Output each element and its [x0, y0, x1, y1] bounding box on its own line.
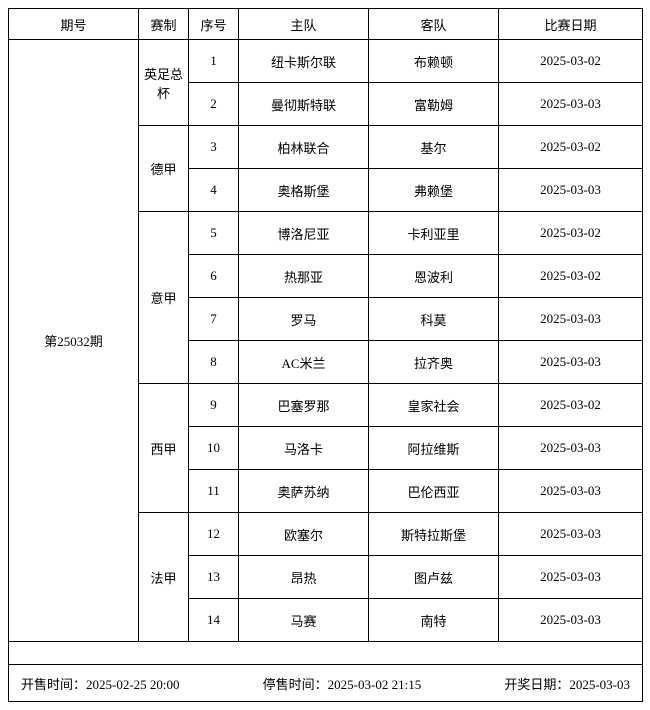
away-team-cell: 科莫	[369, 298, 499, 341]
header-period: 期号	[9, 9, 139, 40]
home-team-cell: 热那亚	[239, 255, 369, 298]
home-team-cell: 昂热	[239, 556, 369, 599]
spacer-cell	[9, 642, 643, 665]
away-team-cell: 斯特拉斯堡	[369, 513, 499, 556]
match-no-cell: 7	[189, 298, 239, 341]
header-away: 客队	[369, 9, 499, 40]
spacer-row	[9, 642, 643, 665]
match-no-cell: 13	[189, 556, 239, 599]
table-body: 第25032期英足总杯1纽卡斯尔联布赖顿2025-03-022曼彻斯特联富勒姆2…	[9, 40, 643, 642]
period-cell: 第25032期	[9, 40, 139, 642]
match-no-cell: 11	[189, 470, 239, 513]
match-date-cell: 2025-03-03	[499, 470, 643, 513]
home-team-cell: 罗马	[239, 298, 369, 341]
home-team-cell: 奥格斯堡	[239, 169, 369, 212]
match-no-cell: 8	[189, 341, 239, 384]
away-team-cell: 布赖顿	[369, 40, 499, 83]
away-team-cell: 拉齐奥	[369, 341, 499, 384]
match-date-cell: 2025-03-03	[499, 513, 643, 556]
sale-start: 开售时间：2025-02-25 20:00	[21, 674, 180, 693]
footer-row: 开售时间：2025-02-25 20:00 停售时间：2025-03-02 21…	[9, 665, 643, 702]
match-date-cell: 2025-03-03	[499, 169, 643, 212]
away-team-cell: 弗赖堡	[369, 169, 499, 212]
away-team-cell: 基尔	[369, 126, 499, 169]
match-date-cell: 2025-03-03	[499, 83, 643, 126]
match-date-cell: 2025-03-03	[499, 341, 643, 384]
match-no-cell: 4	[189, 169, 239, 212]
match-date-cell: 2025-03-02	[499, 40, 643, 83]
away-team-cell: 图卢兹	[369, 556, 499, 599]
away-team-cell: 恩波利	[369, 255, 499, 298]
match-schedule-table: 期号 赛制 序号 主队 客队 比赛日期 第25032期英足总杯1纽卡斯尔联布赖顿…	[8, 8, 642, 702]
home-team-cell: 纽卡斯尔联	[239, 40, 369, 83]
sale-start-value: 2025-02-25 20:00	[86, 677, 180, 692]
header-date: 比赛日期	[499, 9, 643, 40]
sale-start-label: 开售时间：	[21, 677, 86, 692]
table-row: 第25032期英足总杯1纽卡斯尔联布赖顿2025-03-02	[9, 40, 643, 83]
league-cell: 英足总杯	[139, 40, 189, 126]
match-date-cell: 2025-03-02	[499, 212, 643, 255]
away-team-cell: 富勒姆	[369, 83, 499, 126]
home-team-cell: 巴塞罗那	[239, 384, 369, 427]
away-team-cell: 巴伦西亚	[369, 470, 499, 513]
away-team-cell: 皇家社会	[369, 384, 499, 427]
match-no-cell: 5	[189, 212, 239, 255]
league-cell: 西甲	[139, 384, 189, 513]
match-no-cell: 12	[189, 513, 239, 556]
header-row: 期号 赛制 序号 主队 客队 比赛日期	[9, 9, 643, 40]
footer-inner: 开售时间：2025-02-25 20:00 停售时间：2025-03-02 21…	[9, 674, 642, 693]
header-no: 序号	[189, 9, 239, 40]
match-no-cell: 14	[189, 599, 239, 642]
match-no-cell: 2	[189, 83, 239, 126]
home-team-cell: 马赛	[239, 599, 369, 642]
schedule-table: 期号 赛制 序号 主队 客队 比赛日期 第25032期英足总杯1纽卡斯尔联布赖顿…	[8, 8, 643, 702]
sale-end-label: 停售时间：	[263, 677, 328, 692]
home-team-cell: AC米兰	[239, 341, 369, 384]
home-team-cell: 马洛卡	[239, 427, 369, 470]
header-league: 赛制	[139, 9, 189, 40]
match-no-cell: 1	[189, 40, 239, 83]
match-no-cell: 10	[189, 427, 239, 470]
sale-end: 停售时间：2025-03-02 21:15	[263, 674, 422, 693]
home-team-cell: 柏林联合	[239, 126, 369, 169]
footer-cell: 开售时间：2025-02-25 20:00 停售时间：2025-03-02 21…	[9, 665, 643, 702]
home-team-cell: 欧塞尔	[239, 513, 369, 556]
match-no-cell: 9	[189, 384, 239, 427]
match-date-cell: 2025-03-02	[499, 255, 643, 298]
match-date-cell: 2025-03-02	[499, 384, 643, 427]
home-team-cell: 博洛尼亚	[239, 212, 369, 255]
away-team-cell: 阿拉维斯	[369, 427, 499, 470]
league-cell: 法甲	[139, 513, 189, 642]
match-date-cell: 2025-03-03	[499, 599, 643, 642]
league-cell: 意甲	[139, 212, 189, 384]
match-date-cell: 2025-03-03	[499, 427, 643, 470]
match-date-cell: 2025-03-03	[499, 556, 643, 599]
sale-end-value: 2025-03-02 21:15	[328, 677, 422, 692]
match-date-cell: 2025-03-03	[499, 298, 643, 341]
match-date-cell: 2025-03-02	[499, 126, 643, 169]
home-team-cell: 曼彻斯特联	[239, 83, 369, 126]
away-team-cell: 卡利亚里	[369, 212, 499, 255]
league-cell: 德甲	[139, 126, 189, 212]
match-no-cell: 3	[189, 126, 239, 169]
match-no-cell: 6	[189, 255, 239, 298]
away-team-cell: 南特	[369, 599, 499, 642]
home-team-cell: 奥萨苏纳	[239, 470, 369, 513]
header-home: 主队	[239, 9, 369, 40]
draw-value: 2025-03-03	[569, 677, 630, 692]
draw-label: 开奖日期：	[504, 677, 569, 692]
draw-date: 开奖日期：2025-03-03	[504, 674, 630, 693]
